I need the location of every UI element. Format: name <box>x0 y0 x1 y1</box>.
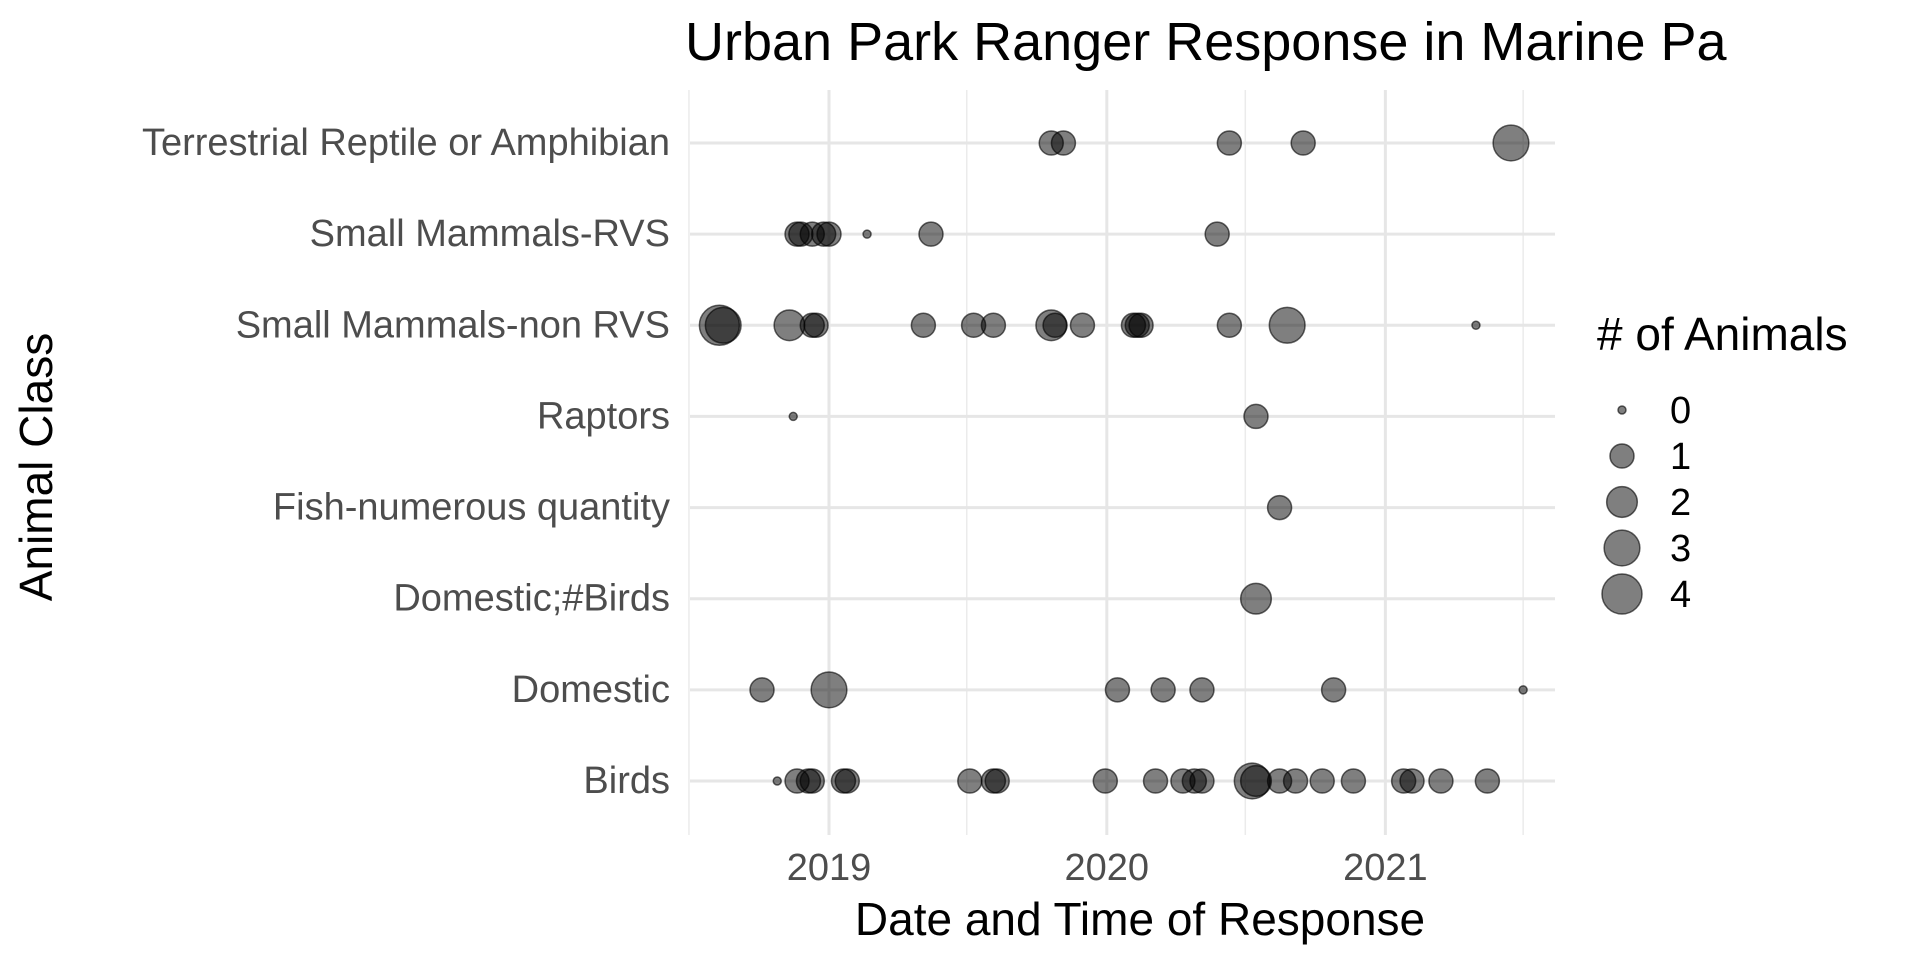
data-point <box>803 312 829 339</box>
x-tick-label: 2021 <box>1343 847 1428 889</box>
data-point <box>1320 677 1347 703</box>
data-point <box>749 677 775 703</box>
data-point <box>1243 403 1269 430</box>
legend-key <box>1617 405 1627 415</box>
data-point <box>788 411 798 422</box>
data-point <box>1042 312 1068 339</box>
chart-title: Urban Park Ranger Response in Marine Pa <box>685 12 1727 72</box>
legend-key <box>1609 443 1635 469</box>
data-point <box>984 768 1010 794</box>
y-tick-label: Birds <box>583 760 670 802</box>
data-point <box>1290 130 1316 156</box>
x-tick-labels: 2019 2020 2021 <box>787 847 1428 889</box>
data-point <box>1189 768 1215 794</box>
data-point <box>1069 312 1096 339</box>
y-axis-title: Animal Class <box>10 333 62 601</box>
data-point <box>1050 130 1077 156</box>
legend-key <box>1605 485 1639 519</box>
data-point <box>772 776 782 786</box>
data-point <box>1282 768 1309 794</box>
data-point <box>1239 764 1273 798</box>
data-point <box>810 671 848 709</box>
data-point <box>910 312 937 339</box>
minor-gridlines <box>688 90 1524 835</box>
y-tick-label: Domestic;#Birds <box>393 578 670 620</box>
y-tick-label: Small Mammals-non RVS <box>236 304 670 346</box>
data-point <box>816 221 842 247</box>
legend-key <box>1601 573 1643 615</box>
data-point <box>1204 221 1230 247</box>
y-tick-label: Raptors <box>537 395 670 437</box>
data-point <box>834 768 861 794</box>
data-point <box>1340 768 1367 794</box>
data-point <box>957 768 983 794</box>
data-point <box>1309 768 1335 794</box>
legend-key <box>1603 529 1641 567</box>
data-points <box>698 124 1530 800</box>
data-point <box>1471 320 1481 331</box>
legend-title: # of Animals <box>1597 308 1848 360</box>
y-tick-label: Terrestrial Reptile or Amphibian <box>142 122 670 164</box>
x-tick-label: 2019 <box>787 847 872 889</box>
data-point <box>1492 124 1530 162</box>
data-point <box>1128 312 1154 339</box>
data-point <box>980 312 1007 339</box>
data-point <box>1104 677 1131 703</box>
x-axis-title: Date and Time of Response <box>855 893 1425 945</box>
x-tick-label: 2020 <box>1065 847 1150 889</box>
data-point <box>1268 306 1306 344</box>
data-point <box>1399 768 1425 794</box>
data-point <box>1092 768 1119 794</box>
data-point <box>1216 130 1243 156</box>
data-point <box>1142 768 1169 794</box>
y-tick-label: Fish-numerous quantity <box>273 487 670 529</box>
data-point <box>1266 494 1293 521</box>
data-point <box>704 306 742 344</box>
data-point <box>862 229 872 239</box>
data-point <box>799 768 826 794</box>
legend-label: 3 <box>1670 528 1691 570</box>
data-point <box>1518 685 1528 695</box>
y-tick-label: Domestic <box>512 669 670 711</box>
data-point <box>1150 677 1176 703</box>
legend-label: 0 <box>1670 390 1691 432</box>
data-point <box>1428 768 1454 794</box>
legend-label: 4 <box>1670 574 1691 616</box>
data-point <box>1189 677 1215 703</box>
data-point <box>918 221 944 247</box>
data-point <box>1216 312 1243 339</box>
major-gridlines <box>690 90 1555 835</box>
data-point <box>1239 582 1273 615</box>
y-tick-labels: Birds Domestic Domestic;#Birds Fish-numerou… <box>142 122 670 802</box>
data-point <box>1474 768 1501 794</box>
legend-label: 1 <box>1670 436 1691 478</box>
legend-label: 2 <box>1670 482 1691 524</box>
y-tick-label: Small Mammals-RVS <box>310 213 670 255</box>
